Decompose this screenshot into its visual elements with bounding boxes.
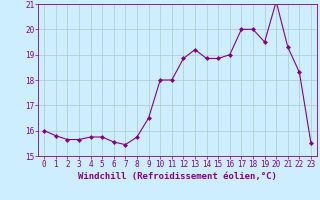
X-axis label: Windchill (Refroidissement éolien,°C): Windchill (Refroidissement éolien,°C)	[78, 172, 277, 181]
